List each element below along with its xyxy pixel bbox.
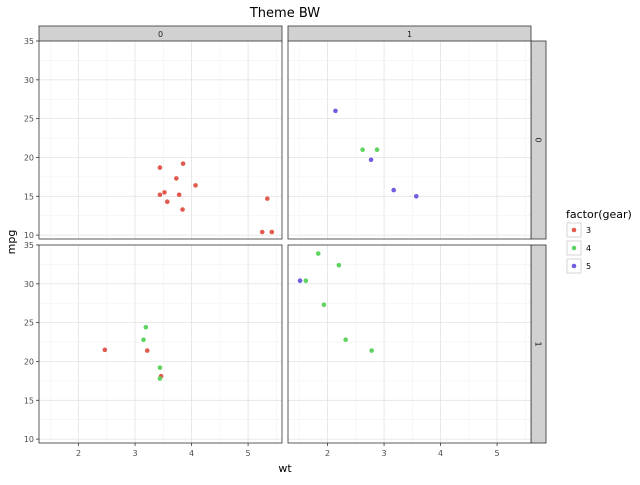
panel-background [39,245,282,443]
panel-background [39,41,282,239]
data-point-gear-5 [368,157,374,163]
data-point-gear-3 [174,176,179,181]
data-point-gear-4 [360,147,365,153]
legend-key-gear-4 [571,245,577,251]
y-tick-label: 20 [24,357,34,366]
panel-background [288,245,531,443]
facet-strip-col-label: 0 [158,30,163,39]
data-point-gear-3 [193,183,198,188]
data-point-gear-5 [297,278,303,284]
facet-strip-col-label: 1 [407,30,412,39]
data-point-gear-4 [321,302,327,308]
data-point-gear-4 [369,348,374,353]
chart-title: Theme BW [249,6,320,21]
panel-border [38,244,283,444]
y-tick-label: 10 [24,231,34,240]
data-point-gear-4 [157,365,163,370]
x-tick-label: 2 [76,449,81,458]
y-tick-label: 15 [24,396,34,405]
facet-strip-row-label: 1 [534,341,543,346]
y-tick-label: 15 [24,192,34,201]
data-point-gear-3 [265,196,270,201]
x-tick-label: 3 [382,449,387,458]
x-tick-label: 4 [189,449,194,458]
data-point-gear-3 [157,192,163,198]
data-point-gear-4 [336,262,342,268]
panel-background [288,41,531,239]
facet-strip-row-label: 0 [534,137,543,142]
y-tick-label: 10 [24,435,34,444]
x-tick-label: 5 [246,449,251,458]
data-point-gear-5 [391,187,396,193]
data-point-gear-3 [144,348,150,353]
legend-key-gear-5 [571,263,577,269]
data-point-gear-3 [164,199,170,205]
x-tick-label: 4 [438,449,443,458]
data-point-gear-4 [343,337,348,343]
data-point-gear-4 [143,325,149,330]
facet-panel: 2 3 4 5 [287,244,532,458]
legend-title: factor(gear) [566,208,632,221]
y-tick-label: 35 [24,241,34,250]
data-point-gear-3 [259,229,265,235]
panel-border [38,40,283,240]
y-tick-label: 25 [24,115,34,124]
y-tick-label: 35 [24,37,34,46]
legend-label: 4 [586,244,591,253]
legend-key-gear-3 [571,227,577,233]
facet-panel: 10 15 20 25 30 35 2 3 4 5 [24,241,283,458]
y-tick-label: 20 [24,153,34,162]
data-point-gear-4 [157,376,163,381]
y-tick-label: 30 [24,76,34,85]
data-point-gear-3 [162,190,167,195]
facet-panel [287,40,532,240]
data-point-gear-4 [303,278,309,284]
data-point-gear-4 [374,147,380,153]
data-point-gear-3 [269,229,275,235]
panel-border [287,40,532,240]
y-tick-label: 30 [24,280,34,289]
x-tick-label: 2 [325,449,330,458]
data-point-gear-4 [141,337,146,343]
legend-label: 3 [586,226,591,235]
legend-label: 5 [586,262,591,271]
y-tick-label: 25 [24,319,34,328]
data-point-gear-5 [413,193,419,199]
x-tick-label: 5 [495,449,500,458]
x-axis-label: wt [278,462,292,475]
data-point-gear-3 [176,192,182,198]
data-point-gear-3 [102,347,108,353]
legend: factor(gear) 3 4 5 [566,208,632,274]
panel-border [287,244,532,444]
y-axis-label: mpg [5,230,18,255]
data-point-gear-4 [315,251,321,256]
data-point-gear-3 [180,161,186,166]
facet-panel: 10 15 20 25 30 35 [24,37,283,240]
data-point-gear-3 [157,165,163,170]
data-point-gear-5 [333,108,338,114]
data-point-gear-3 [180,207,185,212]
x-tick-label: 3 [133,449,138,458]
